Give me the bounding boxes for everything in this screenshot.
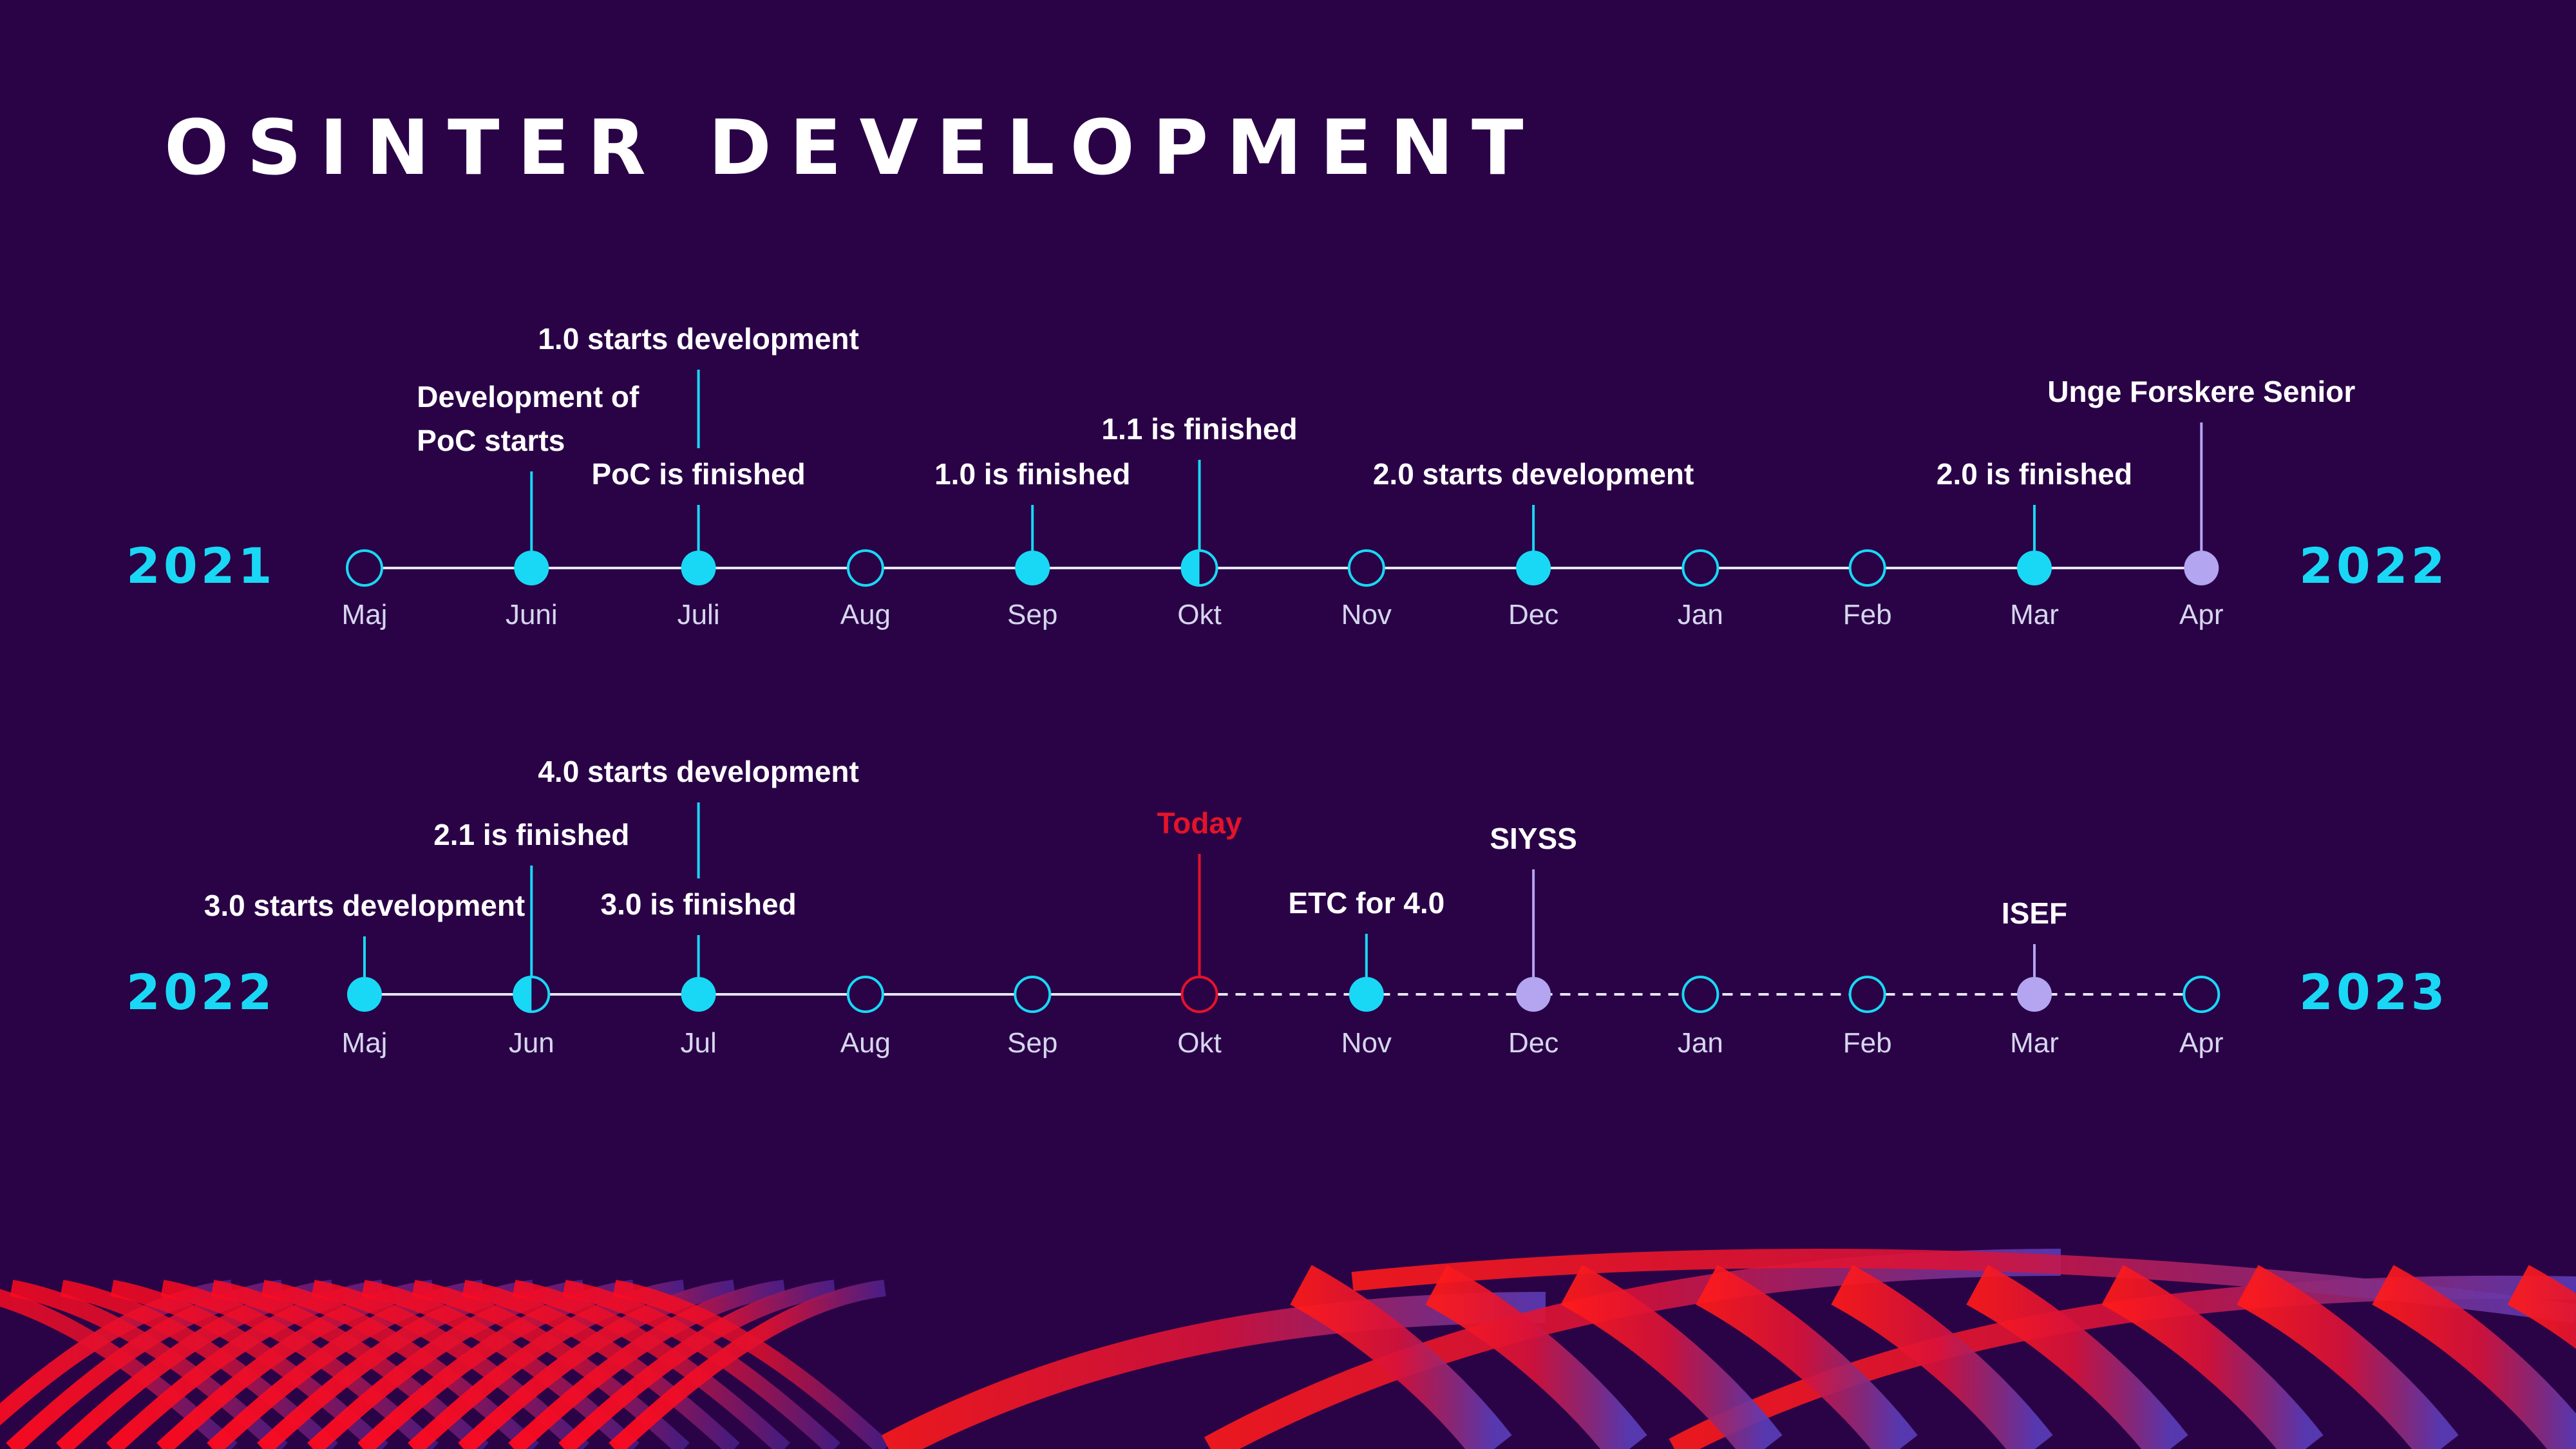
timeline-2-node-sep	[1014, 976, 1052, 1013]
slide-title: OSINTER DEVELOPMENT	[164, 103, 1542, 192]
timeline-2-month-label: Jul	[680, 1027, 717, 1059]
timeline-1-event-label-line: 2.0 is finished	[1936, 457, 2133, 491]
timeline-1-month-label: Okt	[1177, 599, 1222, 630]
timeline-2-event-label: ISEF	[2002, 891, 2067, 935]
timeline-1-event-label-line: PoC is finished	[591, 457, 806, 491]
timeline-1-event-label-line: 1.0 is finished	[934, 457, 1131, 491]
timeline-1-month-label: Maj	[341, 599, 388, 630]
timeline-1-month-label: Juni	[505, 599, 558, 630]
timeline-2-node-aug	[846, 976, 884, 1013]
timeline-1-node-juni	[514, 551, 549, 585]
timeline-1-month-label: Feb	[1842, 599, 1892, 630]
timeline-1-month-label: Jan	[1677, 599, 1723, 630]
timeline-2-node-mar	[2017, 977, 2052, 1012]
timeline-1-node-mar	[2017, 551, 2052, 585]
timeline-2-month-label: Mar	[2010, 1027, 2059, 1059]
timeline-2-month-label: Dec	[1508, 1027, 1559, 1059]
timeline-2-node-feb	[1848, 976, 1886, 1013]
timeline-1-event-label-line: Unge Forskere Senior	[2047, 375, 2356, 408]
timeline-2-month-label: Feb	[1842, 1027, 1892, 1059]
timeline-2-event-label-line: 2.1 is finished	[433, 818, 630, 851]
timeline-1-month-label: Apr	[2179, 599, 2224, 630]
ribbon-right	[881, 1249, 2576, 1449]
timeline-2-month-label: Sep	[1007, 1027, 1058, 1059]
timeline-2-node-jan	[1681, 976, 1719, 1013]
timeline-2-month-label: Jan	[1677, 1027, 1723, 1059]
timeline-2-month-label: Maj	[341, 1027, 388, 1059]
timeline-2-event-label-line: 3.0 is finished	[600, 887, 797, 921]
timeline-1-month-label: Mar	[2010, 599, 2059, 630]
timeline-2-node-jun	[513, 976, 551, 1013]
timeline-1-node-maj	[346, 549, 383, 587]
timeline-2-node-apr	[2183, 976, 2221, 1013]
timeline-2-month-label: Apr	[2179, 1027, 2224, 1059]
timeline-2-end-year: 2023	[2299, 963, 2448, 1021]
timeline-2-month-label: Nov	[1341, 1027, 1392, 1059]
timeline-2-event-label: 3.0 is finished	[600, 882, 796, 926]
timeline-1-node-okt	[1180, 549, 1218, 587]
timeline-2-month-label: Okt	[1177, 1027, 1222, 1059]
timeline-2-event-label-line: SIYSS	[1490, 822, 1577, 855]
timeline-1-event-label-line: Development of	[417, 380, 639, 413]
timeline-2-event-label-line: 4.0 starts development	[538, 755, 859, 788]
timeline-2-node-maj	[347, 977, 382, 1012]
timeline-1-node-feb	[1848, 549, 1886, 587]
timeline-1-node-nov	[1347, 549, 1385, 587]
timeline-2-event-label-line: Today	[1157, 806, 1242, 840]
timeline-1-event-label-line: 1.1 is finished	[1101, 412, 1298, 446]
timeline-2-node-nov	[1349, 977, 1384, 1012]
timeline-1-end-year: 2022	[2299, 537, 2448, 594]
timeline-1-event-label: 1.1 is finished	[1101, 407, 1297, 451]
timeline-2-event-label: 2.1 is finished	[433, 813, 629, 857]
timeline-1-event-label: Development of PoC starts	[417, 375, 639, 462]
timeline-2-node-okt	[1180, 976, 1218, 1013]
timeline-2-node-dec	[1516, 977, 1551, 1012]
timeline-1-event-label: 1.0 starts development	[538, 317, 859, 361]
timeline-1-event-label: PoC is finished	[591, 452, 805, 496]
timeline-1-event-label-line: 2.0 starts development	[1372, 457, 1694, 491]
timeline-2-event-label-line: ETC for 4.0	[1288, 886, 1445, 920]
timeline-1-event-label: 2.0 starts development	[1373, 452, 1694, 496]
timeline-2-month-label: Jun	[508, 1027, 554, 1059]
timeline-1-node-juli	[681, 551, 716, 585]
timeline-1-event-label: 1.0 is finished	[934, 452, 1130, 496]
timeline-1-month-label: Dec	[1508, 599, 1559, 630]
timeline-1-node-jan	[1681, 549, 1719, 587]
timeline-2-event-label: 4.0 starts development	[538, 750, 859, 793]
timeline-1-node-aug	[846, 549, 884, 587]
timeline-1-event-label-line: 1.0 starts development	[538, 322, 859, 355]
timeline-1-month-label: Sep	[1007, 599, 1058, 630]
timeline-1-node-dec	[1516, 551, 1551, 585]
timeline-2-month-label: Aug	[840, 1027, 891, 1059]
timeline-2-event-label: ETC for 4.0	[1288, 881, 1444, 925]
timeline-1-month-label: Juli	[677, 599, 720, 630]
timeline-2-event-label: 3.0 starts development	[204, 884, 526, 927]
timeline-1-month-label: Aug	[840, 599, 891, 630]
timeline-2-start-year: 2022	[126, 963, 276, 1021]
timeline-1-event-label: Unge Forskere Senior	[2047, 370, 2355, 413]
ribbon-left	[0, 1280, 891, 1449]
timeline-2-event-label: Today	[1157, 801, 1242, 845]
timeline-2-event-label-line: 3.0 starts development	[204, 889, 526, 922]
timeline-1-event-label: 2.0 is finished	[1937, 452, 2132, 496]
timeline-1-start-year: 2021	[126, 537, 276, 594]
timeline-1-node-apr	[2184, 551, 2219, 585]
timeline-1-node-sep	[1015, 551, 1050, 585]
timeline-2-node-jul	[681, 977, 716, 1012]
timeline-2-event-label: SIYSS	[1490, 817, 1577, 860]
timeline-1-event-label-line: PoC starts	[417, 424, 565, 457]
timeline-1-month-label: Nov	[1341, 599, 1392, 630]
timeline-2-event-label-line: ISEF	[2001, 896, 2068, 930]
